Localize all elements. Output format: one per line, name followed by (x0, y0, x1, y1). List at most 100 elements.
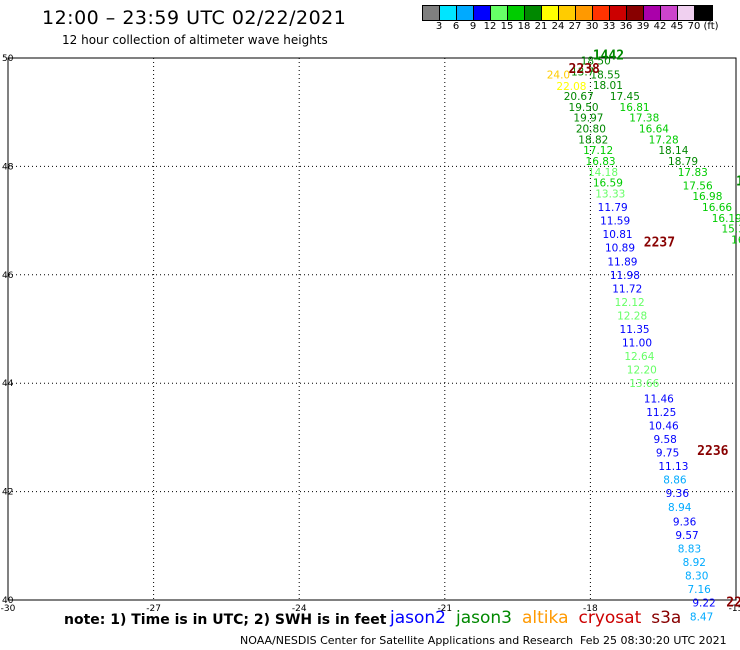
wave-height-value: 12.64 (624, 351, 654, 363)
wave-height-value: 8.94 (668, 502, 692, 514)
wave-height-value: 17.56 (683, 180, 713, 192)
color-scale-bar (422, 5, 713, 21)
color-scale-label: 18 (517, 21, 531, 32)
wave-height-value: 12.20 (627, 365, 657, 377)
color-swatch (610, 6, 627, 20)
color-swatch (542, 6, 559, 20)
color-swatch (508, 6, 525, 20)
x-tick-label: -27 (146, 604, 161, 614)
wave-height-value: 18.50 (581, 56, 611, 68)
color-scale-label: 12 (483, 21, 497, 32)
color-scale-label: 3 (435, 21, 443, 32)
pass-time-label: 2237 (644, 235, 675, 250)
wave-height-value: 12.12 (615, 297, 645, 309)
pass-time-label: 2238 (569, 62, 600, 77)
pass-time-label: 1443 (736, 175, 740, 190)
color-swatch (559, 6, 576, 20)
wave-height-value: 11.72 (612, 283, 642, 295)
color-scale-label: 42 (653, 21, 667, 32)
wave-height-value: 11.00 (622, 338, 652, 350)
wave-height-value: 10.89 (605, 243, 635, 255)
color-scale-label: 45 (670, 21, 684, 32)
legend-item-s3a: s3a (651, 608, 682, 628)
wave-height-value: 16.64 (639, 123, 669, 135)
wave-height-value: 13.7 (571, 67, 594, 79)
wave-height-value: 18.14 (658, 145, 688, 157)
color-swatch (695, 6, 712, 20)
y-tick-label: 50 (2, 54, 14, 64)
satellite-legend: jason2 jason3 altika cryosat s3a (390, 608, 691, 628)
wave-height-value: 16.98 (692, 191, 722, 203)
color-scale-label: 15 (500, 21, 514, 32)
pass-time-label: 22 (726, 596, 740, 611)
footer-timestamp: Feb 25 08:30:20 UTC 2021 (580, 634, 727, 647)
y-tick-label: 48 (2, 162, 14, 172)
wave-height-value: 17.83 (678, 167, 708, 179)
wave-height-value: 16.66 (702, 202, 732, 214)
wave-height-value: 15.30 (721, 224, 740, 236)
color-swatch (525, 6, 542, 20)
wave-height-value: 9.22 (692, 598, 715, 610)
wave-height-value: 7.16 (687, 584, 711, 596)
wave-height-value: 18.01 (593, 80, 623, 92)
color-swatch (491, 6, 508, 20)
wave-height-value: 18.55 (590, 69, 620, 81)
x-tick-label: -30 (1, 604, 16, 614)
wave-height-value: 24.0 (547, 69, 570, 81)
color-scale-label: 24 (551, 21, 565, 32)
page-title: 12:00 – 23:59 UTC 02/22/2021 (42, 7, 347, 29)
pass-time-label: 2236 (697, 444, 728, 459)
color-swatch (627, 6, 644, 20)
wave-height-value: 16.81 (620, 102, 650, 114)
wave-height-value: 8.86 (663, 475, 687, 487)
color-scale-label: 33 (602, 21, 616, 32)
legend-item-jason3: jason3 (456, 608, 512, 628)
color-swatch (474, 6, 491, 20)
wave-height-value: 8.47 (690, 611, 713, 623)
y-tick-label: 40 (2, 596, 14, 606)
wave-height-value: 8.83 (678, 544, 701, 556)
wave-height-value: 16.59 (593, 178, 623, 190)
wave-height-value: 8.92 (683, 557, 706, 569)
wave-height-value: 11.59 (600, 216, 630, 228)
wave-height-value: 11.25 (646, 407, 676, 419)
footer-credit: NOAA/NESDIS Center for Satellite Applica… (240, 634, 574, 647)
color-scale-label: 39 (636, 21, 650, 32)
x-tick-label: -21 (437, 604, 452, 614)
wave-height-value: 17.45 (610, 91, 640, 103)
color-swatch (423, 6, 440, 20)
color-scale-label: 30 (585, 21, 599, 32)
wave-height-value: 14.18 (588, 167, 618, 179)
wave-height-value: 12.28 (617, 310, 647, 322)
wave-height-value: 17.12 (583, 145, 613, 157)
wave-height-value: 20.80 (576, 123, 606, 135)
x-tick-label: -15 (729, 604, 740, 614)
x-tick-label: -24 (292, 604, 307, 614)
wave-height-value: 11.13 (658, 461, 688, 473)
color-swatch (593, 6, 610, 20)
wave-height-value: 9.58 (653, 434, 676, 446)
color-swatch (661, 6, 678, 20)
color-scale-label: 36 (619, 21, 633, 32)
wave-height-value: 19.97 (573, 113, 603, 125)
wave-height-value: 10.81 (603, 229, 633, 241)
y-tick-label: 42 (2, 488, 13, 498)
wave-height-value: 8.30 (685, 571, 708, 583)
wave-height-value: 16.26 (731, 235, 740, 247)
color-swatch (440, 6, 457, 20)
legend-item-cryosat: cryosat (578, 608, 642, 628)
color-scale-label: 6 (452, 21, 460, 32)
wave-height-value: 16.83 (586, 156, 616, 168)
color-scale-label: 70 (687, 21, 701, 32)
wave-height-value: 11.98 (610, 270, 640, 282)
legend-item-altika: altika (522, 608, 569, 628)
color-swatch (678, 6, 695, 20)
wave-height-value: 11.46 (644, 393, 674, 405)
wave-height-value: 22.08 (556, 81, 586, 93)
page-subtitle: 12 hour collection of altimeter wave hei… (62, 33, 328, 47)
color-swatch (576, 6, 593, 20)
color-swatch (457, 6, 474, 20)
y-tick-label: 44 (2, 379, 14, 389)
legend-note: note: 1) Time is in UTC; 2) SWH is in fe… (64, 612, 387, 628)
